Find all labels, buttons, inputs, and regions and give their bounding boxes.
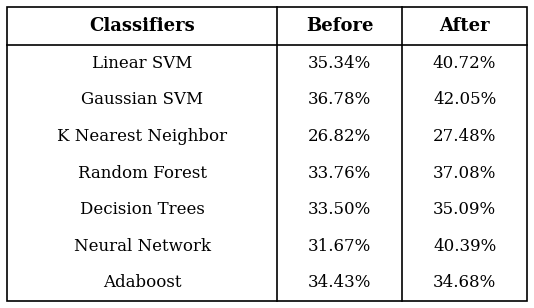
Text: 27.48%: 27.48% [433, 128, 496, 145]
Text: Neural Network: Neural Network [74, 238, 211, 255]
Text: 40.39%: 40.39% [433, 238, 496, 255]
Text: 26.82%: 26.82% [308, 128, 372, 145]
Text: Classifiers: Classifiers [89, 17, 195, 35]
Text: 34.43%: 34.43% [308, 274, 372, 291]
Text: Adaboost: Adaboost [103, 274, 182, 291]
Text: After: After [439, 17, 490, 35]
Text: Before: Before [306, 17, 374, 35]
Text: 37.08%: 37.08% [433, 164, 496, 181]
Text: 36.78%: 36.78% [308, 91, 372, 108]
Text: 40.72%: 40.72% [433, 55, 496, 72]
Text: 31.67%: 31.67% [308, 238, 372, 255]
Text: 34.68%: 34.68% [433, 274, 496, 291]
Text: 33.50%: 33.50% [308, 201, 372, 218]
Text: 35.09%: 35.09% [433, 201, 496, 218]
Text: 42.05%: 42.05% [433, 91, 496, 108]
Text: Linear SVM: Linear SVM [92, 55, 192, 72]
Text: 33.76%: 33.76% [308, 164, 372, 181]
Text: Random Forest: Random Forest [78, 164, 207, 181]
Text: K Nearest Neighbor: K Nearest Neighbor [57, 128, 227, 145]
Text: Decision Trees: Decision Trees [80, 201, 205, 218]
Text: Gaussian SVM: Gaussian SVM [81, 91, 203, 108]
Text: 35.34%: 35.34% [308, 55, 372, 72]
